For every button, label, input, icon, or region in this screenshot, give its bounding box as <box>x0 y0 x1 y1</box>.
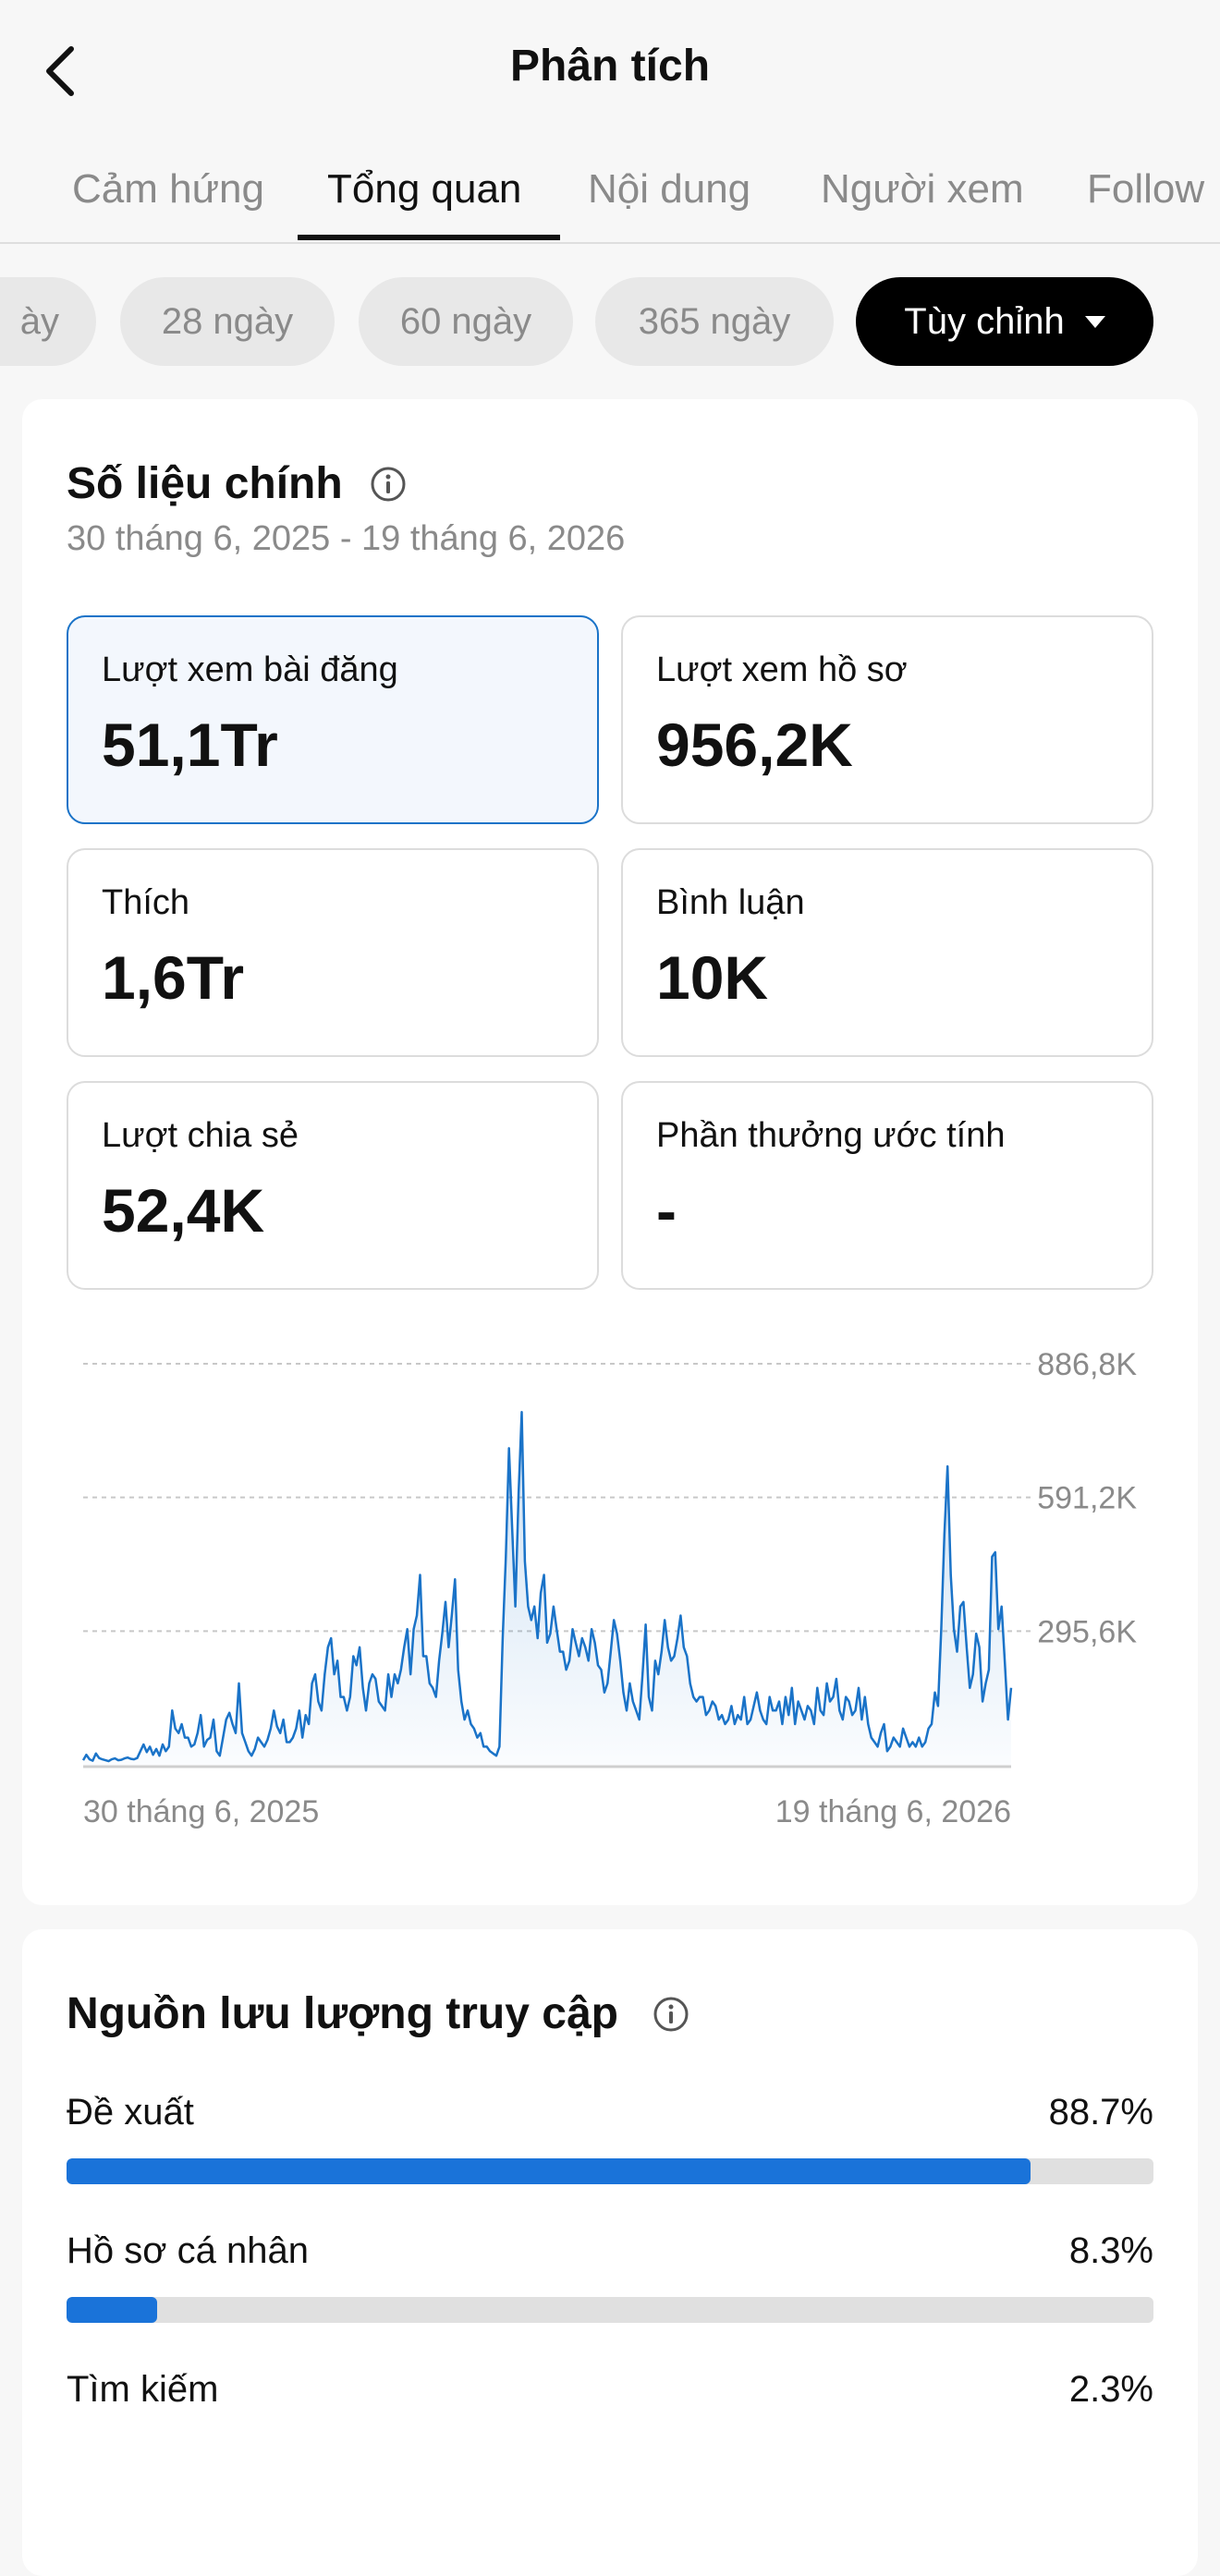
chip-label: ày <box>19 300 59 342</box>
tab-overview[interactable]: Tổng quan <box>327 166 522 212</box>
metric-label: Bình luận <box>656 883 805 922</box>
traffic-value: 8.3% <box>1068 2230 1153 2271</box>
traffic-value: 88.7% <box>1048 2092 1153 2132</box>
chip-custom[interactable]: Tùy chỉnh <box>856 277 1153 366</box>
chevron-left-icon <box>46 46 74 96</box>
traffic-bar-fill <box>67 2158 1031 2184</box>
post-views-chart: 886,8K 591,2K 295,6K 30 tháng 6, 2025 19 thá… <box>81 1347 1137 1829</box>
caret-down-icon <box>1084 315 1105 328</box>
page-title: Phân tích <box>509 42 711 91</box>
date-range-chips: ày 28 ngày 60 ngày 365 ngày Tùy chỉnh <box>0 277 1220 366</box>
series-line <box>81 1411 1013 1763</box>
x-tick-label: 30 tháng 6, 2025 <box>83 1794 319 1829</box>
active-tab-indicator <box>298 235 560 240</box>
y-tick-label: 886,8K <box>1037 1347 1137 1382</box>
chart-area <box>83 1412 1011 1765</box>
metric-value: 956,2K <box>656 711 853 779</box>
metric-estimated-rewards[interactable]: Phần thưởng ước tính - <box>621 1081 1153 1290</box>
key-metrics-card: Số liệu chính 30 tháng 6, 2025 - 19 thán… <box>22 399 1198 1905</box>
metric-value: 51,1Tr <box>102 711 278 779</box>
traffic-bar-track <box>67 2297 1153 2323</box>
tab-followers[interactable]: Follow <box>1087 166 1205 212</box>
traffic-bar-track <box>67 2158 1153 2184</box>
traffic-label: Đề xuất <box>67 2092 194 2132</box>
header: Phân tích <box>0 0 1220 139</box>
chip-28-days[interactable]: 28 ngày <box>120 277 335 366</box>
date-range-label: 30 tháng 6, 2025 - 19 tháng 6, 2026 <box>67 519 626 558</box>
x-tick-label: 19 tháng 6, 2026 <box>775 1794 1011 1829</box>
traffic-label: Tìm kiếm <box>67 2369 219 2410</box>
tab-content[interactable]: Nội dung <box>588 166 751 212</box>
chip-label: Tùy chỉnh <box>904 300 1065 342</box>
tab-bar: Cảm hứng Tổng quan Nội dung Người xem Fo… <box>0 148 1220 244</box>
metric-value: 1,6Tr <box>102 943 245 1012</box>
tab-inspiration[interactable]: Cảm hứng <box>72 166 264 212</box>
metric-label: Lượt xem bài đăng <box>102 650 398 689</box>
traffic-label: Hồ sơ cá nhân <box>67 2230 309 2271</box>
metric-post-views[interactable]: Lượt xem bài đăng 51,1Tr <box>67 615 599 824</box>
y-tick-label: 591,2K <box>1037 1481 1137 1516</box>
traffic-title: Nguồn lưu lượng truy cập <box>67 1989 618 2038</box>
metric-value: 10K <box>656 943 769 1012</box>
key-metrics-title: Số liệu chính <box>67 459 343 508</box>
y-tick-label: 295,6K <box>1037 1614 1137 1649</box>
traffic-value: 2.3% <box>1068 2369 1153 2410</box>
metric-value: 52,4K <box>102 1176 265 1245</box>
tab-viewers[interactable]: Người xem <box>821 166 1024 212</box>
metric-shares[interactable]: Lượt chia sẻ 52,4K <box>67 1081 599 1290</box>
metric-comments[interactable]: Bình luận 10K <box>621 848 1153 1057</box>
metric-likes[interactable]: Thích 1,6Tr <box>67 848 599 1057</box>
chip-label: 365 ngày <box>638 300 791 342</box>
info-icon[interactable] <box>370 466 407 503</box>
chip-365-days[interactable]: 365 ngày <box>595 277 834 366</box>
metric-profile-views[interactable]: Lượt xem hồ sơ 956,2K <box>621 615 1153 824</box>
chip-label: 28 ngày <box>161 300 294 342</box>
chip-60-days[interactable]: 60 ngày <box>359 277 573 366</box>
chip-label: 60 ngày <box>399 300 532 342</box>
metric-label: Thích <box>102 883 190 922</box>
metric-value: - <box>656 1176 677 1245</box>
back-button[interactable] <box>37 39 83 103</box>
metric-label: Lượt chia sẻ <box>102 1116 299 1155</box>
traffic-sources-card: Nguồn lưu lượng truy cập Đề xuất 88.7% H… <box>22 1929 1198 2576</box>
chip-partial[interactable]: ày <box>0 277 96 366</box>
metric-label: Phần thưởng ước tính <box>656 1116 1006 1155</box>
info-icon[interactable] <box>653 1996 689 2033</box>
metric-label: Lượt xem hồ sơ <box>656 650 908 689</box>
traffic-bar-fill <box>67 2297 157 2323</box>
